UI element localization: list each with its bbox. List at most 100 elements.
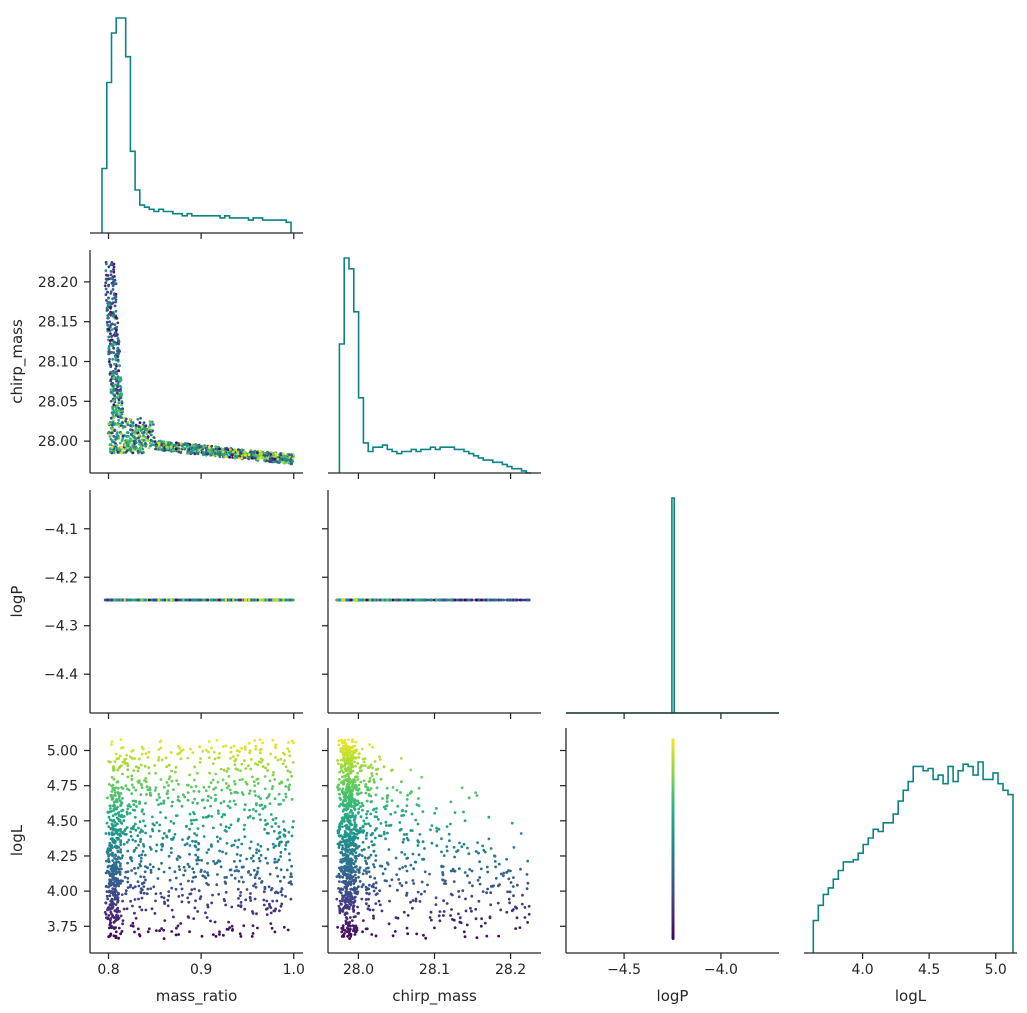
scatter-point: [140, 896, 144, 900]
scatter-point: [142, 885, 146, 888]
scatter-point: [126, 861, 129, 865]
scatter-point: [250, 935, 254, 938]
scatter-point: [159, 739, 163, 743]
scatter-point: [240, 865, 244, 869]
scatter-point: [240, 456, 244, 460]
scatter-point: [131, 924, 135, 928]
scatter-point: [139, 763, 143, 767]
scatter-point: [191, 801, 195, 804]
scatter-point: [121, 922, 124, 926]
scatter-point: [247, 741, 251, 745]
scatter-point: [272, 460, 276, 464]
scatter-point: [251, 910, 254, 913]
scatter-point: [109, 420, 112, 424]
scatter-point: [202, 785, 206, 789]
scatter-point: [147, 927, 151, 931]
scatter-point: [179, 882, 183, 886]
scatter-point: [111, 866, 115, 869]
scatter-point: [237, 598, 240, 602]
scatter-point: [239, 769, 242, 773]
scatter-point: [269, 752, 273, 756]
scatter-point: [107, 335, 111, 339]
scatter-point: [236, 887, 240, 891]
scatter-point: [198, 897, 202, 901]
scatter-point: [238, 778, 242, 782]
scatter-point: [119, 422, 123, 426]
scatter-point: [268, 779, 272, 783]
scatter-point: [284, 792, 287, 796]
scatter-point: [236, 452, 240, 456]
scatter-point: [184, 825, 188, 828]
scatter-point: [267, 794, 271, 798]
scatter-point: [111, 804, 115, 808]
scatter-point: [139, 875, 143, 878]
scatter-point: [224, 890, 228, 894]
scatter-point: [110, 338, 113, 342]
scatter-point: [138, 831, 142, 834]
scatter-point: [188, 865, 191, 869]
scatter-point: [123, 829, 126, 833]
scatter-point: [281, 452, 285, 456]
scatter-point: [138, 443, 141, 446]
scatter-point: [162, 440, 166, 444]
scatter-point: [211, 762, 215, 765]
scatter-point: [151, 822, 155, 826]
scatter-point: [235, 853, 239, 856]
scatter-point: [253, 784, 257, 787]
scatter-point: [242, 924, 246, 928]
scatter-point: [210, 815, 214, 818]
scatter-point: [121, 854, 124, 857]
scatter-point: [118, 441, 122, 445]
scatter-point: [149, 868, 153, 872]
scatter-point: [288, 598, 292, 602]
scatter-point: [251, 854, 255, 858]
scatter-point: [136, 598, 140, 602]
scatter-point: [156, 877, 160, 880]
scatter-point: [283, 834, 287, 838]
scatter-point: [107, 890, 111, 894]
scatter-point: [220, 452, 224, 456]
scatter-point: [135, 805, 138, 808]
scatter-point: [127, 434, 130, 438]
scatter-point: [212, 826, 215, 830]
scatter-point: [137, 854, 141, 858]
scatter-point: [108, 351, 111, 355]
scatter-point: [278, 909, 281, 913]
scatter-point: [150, 420, 154, 424]
scatter-point: [114, 824, 117, 827]
scatter-point: [209, 804, 213, 808]
scatter-point: [284, 454, 288, 458]
scatter-point: [237, 880, 241, 883]
scatter-point: [214, 772, 218, 776]
scatter-point: [120, 786, 123, 789]
scatter-point: [140, 810, 144, 813]
scatter-point: [109, 323, 113, 327]
scatter-point: [177, 865, 181, 868]
scatter-point: [274, 746, 277, 750]
scatter-point: [254, 794, 257, 797]
scatter-point: [263, 787, 267, 791]
scatter-point: [252, 780, 256, 784]
scatter-point: [139, 445, 143, 449]
scatter-point: [168, 866, 172, 870]
scatter-point: [155, 821, 159, 824]
scatter-point: [262, 898, 266, 902]
scatter-point: [154, 892, 158, 896]
scatter-point: [137, 439, 141, 443]
scatter-point: [164, 441, 168, 445]
scatter-point: [237, 448, 240, 451]
scatter-point: [116, 768, 120, 772]
scatter-point: [219, 865, 223, 869]
scatter-point: [130, 433, 134, 437]
scatter-point: [291, 761, 295, 764]
scatter-point: [254, 809, 258, 813]
scatter-point: [144, 831, 148, 835]
scatter-point: [137, 425, 141, 428]
scatter-point: [126, 762, 129, 766]
scatter-point: [144, 777, 148, 780]
scatter-point: [280, 887, 284, 890]
scatter-point: [134, 916, 138, 920]
scatter-point: [109, 270, 113, 273]
scatter-point: [258, 813, 261, 816]
scatter-point: [183, 843, 187, 847]
